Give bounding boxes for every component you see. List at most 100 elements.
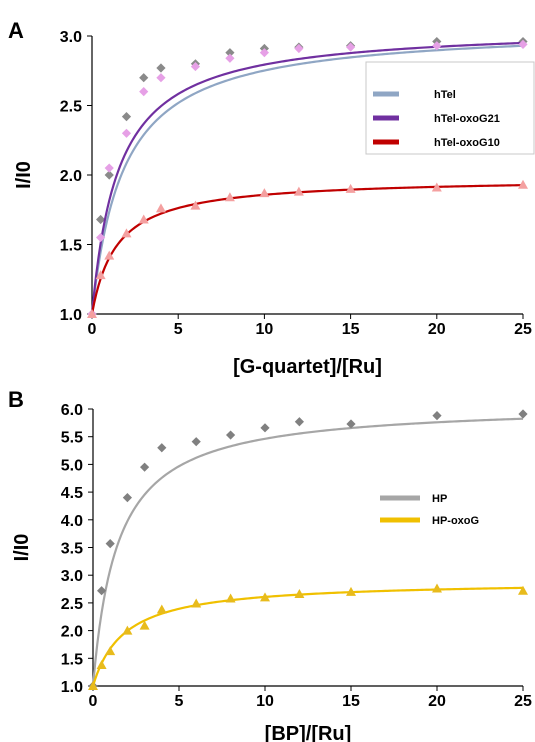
- panel-a-series-htel-oxog21-point: [156, 73, 166, 83]
- panel-a-series-htel-oxog21-point: [139, 87, 149, 97]
- panel-a-y-tick-label: 1.5: [60, 238, 82, 255]
- panel-b-series-hp-point: [122, 493, 132, 503]
- panel-b-legend-hp-label: HP: [432, 493, 447, 505]
- panel-b-y-tick-label: 2.0: [61, 624, 83, 641]
- panel-b-legend-hp-oxog-label: HP-oxoG: [432, 515, 479, 527]
- panel-b-y-tick-label: 1.0: [61, 679, 83, 696]
- panel-a-x-axis-title: [G-quartet]/[Ru]: [233, 356, 382, 378]
- panel-a-y-tick-label: 1.0: [60, 307, 82, 324]
- panel-b-series-hp-point: [226, 430, 236, 440]
- panel-b-series-hp-oxog-point: [88, 681, 98, 690]
- panel-a-legend-htel-oxog21-label: hTel-oxoG21: [434, 113, 500, 125]
- panel-b-x-tick-label: 0: [89, 693, 98, 710]
- panel-b-y-tick-label: 3.0: [61, 568, 83, 585]
- panel-b-series-hp-point: [97, 586, 107, 596]
- panel-a-series-htel-oxog10-point: [518, 179, 528, 189]
- panel-b-series-hp-point: [140, 462, 150, 472]
- panel-b-series-hp-point: [346, 419, 356, 429]
- panel-b-series-hp-point: [432, 411, 442, 421]
- panel-b-y-tick-label: 1.5: [61, 651, 83, 668]
- panel-a-series-htel-oxog21-point: [432, 41, 442, 51]
- panel-a-series-htel-point: [156, 63, 166, 73]
- panel-a-series-htel-oxog10-point: [155, 203, 166, 213]
- panel-a-series-htel-oxog10-point: [104, 250, 115, 260]
- panel-b-y-tick-label: 4.5: [61, 485, 83, 502]
- panel-b-series-hp-point: [260, 423, 270, 433]
- panel-b-x-tick-label: 10: [256, 693, 274, 710]
- panel-a-series-htel-oxog21-point: [96, 232, 106, 243]
- panel-a-series-htel-oxog21-point: [346, 42, 356, 52]
- panel-b-y-tick-label: 2.5: [61, 596, 83, 613]
- panel-b-series-hp-point: [294, 417, 304, 427]
- panel-b-x-axis-title: [BP]/[Ru]: [265, 723, 352, 742]
- panel-a-series-htel-oxog21-point: [259, 48, 269, 58]
- panel-b-series-hp-oxog-point: [96, 659, 107, 669]
- panel-a-x-tick-label: 15: [342, 321, 360, 338]
- panel-a-series-htel-oxog10-point: [121, 228, 132, 238]
- panel-b-series-hp-oxog-point: [346, 586, 356, 596]
- panel-b-series-hp-fit-line: [91, 417, 524, 687]
- panel-b-x-tick-label: 5: [175, 693, 184, 710]
- panel-a-series-htel-point: [121, 112, 132, 122]
- panel-a-series-htel-oxog10-fit-line: [90, 184, 524, 315]
- panel-b-series-hp-oxog-point: [260, 592, 270, 602]
- panel-b-series-hp-oxog-point: [122, 625, 133, 635]
- panel-b-x-tick-label: 15: [342, 693, 360, 710]
- panel-b-y-axis-title: I/I0: [11, 534, 33, 562]
- panel-a-series-htel-point: [139, 73, 149, 83]
- panel-a-x-tick-label: 10: [256, 321, 274, 338]
- panel-b-y-tick-label: 5.5: [61, 430, 83, 447]
- panel-a-legend: hTel hTel-oxoG21 hTel-oxoG10: [365, 61, 535, 155]
- panel-a-series-htel-point: [225, 48, 235, 58]
- panel-a-x-tick-label: 25: [514, 321, 532, 338]
- panel-a-series-htel-oxog21-point: [190, 61, 201, 72]
- panel-b-series-hp-oxog-fit-line: [91, 586, 524, 687]
- panel-b-series-hp-oxog-point: [294, 589, 305, 599]
- panel-b-series-hp-point: [518, 409, 528, 419]
- panel-a-series-htel-oxog10-point: [345, 183, 356, 193]
- panel-b-letter: B: [8, 387, 24, 412]
- panel-a-x-tick-label: 5: [174, 321, 183, 338]
- panel-a-series-htel-point: [104, 170, 114, 180]
- panel-b-series-hp-point: [157, 443, 167, 453]
- panel-a-legend-htel-oxog10-label: hTel-oxoG10: [434, 137, 500, 149]
- panel-b-y-tick-label: 6.0: [61, 402, 83, 419]
- panel-a-series-htel-oxog21-point: [225, 53, 235, 63]
- panel-a-series-htel-oxog21-point: [294, 43, 304, 54]
- panel-a-y-tick-label: 2.5: [60, 99, 82, 116]
- panel-b-series-hp-oxog-point: [139, 620, 150, 630]
- panel-a-series-htel-oxog10-point: [431, 182, 442, 192]
- panel-a-series-htel-oxog10-point: [138, 214, 149, 224]
- panel-b-chart: 0 5 10 15 20 25 1.0 1.5 2.0 2.5 3.0 3.5 4.0 4.5 5.0 5.5…: [11, 402, 532, 742]
- panel-b-series-hp-oxog-point: [518, 585, 528, 595]
- panel-a-series-htel-oxog10-point: [190, 200, 201, 210]
- panel-b-y-tick-label: 4.0: [61, 513, 83, 530]
- panel-b-series-hp-oxog-point: [156, 604, 167, 614]
- panel-a-y-tick-label: 2.0: [60, 168, 82, 185]
- panel-a-series-htel-oxog10-point: [224, 192, 235, 202]
- panel-a-legend-htel-label: hTel: [434, 89, 456, 101]
- panel-a-series-htel-oxog21-point: [518, 39, 528, 49]
- panel-a-series-htel-oxog10-point: [293, 186, 304, 196]
- panel-a-y-tick-label: 3.0: [60, 29, 82, 46]
- panel-a-series-htel-fit-line: [90, 44, 524, 315]
- panel-b-x-tick-label: 25: [514, 693, 532, 710]
- panel-a-series-htel-point: [96, 214, 106, 225]
- panel-b-series-hp-point: [105, 539, 115, 549]
- panel-b-series-hp-oxog-point: [432, 583, 442, 593]
- panel-b-series-hp-oxog-point: [105, 646, 116, 656]
- panel-a-x-tick-label: 0: [88, 321, 97, 338]
- panel-b-x-tick-label: 20: [428, 693, 446, 710]
- panel-a-y-axis-title: I/I0: [13, 161, 35, 189]
- panel-a-series-htel-oxog10-point: [95, 270, 106, 280]
- panel-b-series-hp-oxog-point: [191, 598, 202, 608]
- panel-b-legend: HP HP-oxoG: [380, 493, 479, 527]
- panel-a-chart: 0 5 10 15 20 25 1.0 1.5 2.0 2.5 3.0 [G-quartet]/[Ru…: [13, 29, 535, 378]
- panel-b-y-tick-label: 5.0: [61, 457, 83, 474]
- panel-a-series-htel-oxog21-point: [104, 163, 114, 173]
- panel-a-series-htel-oxog10-point: [259, 188, 270, 198]
- panel-b-series-hp-point: [191, 437, 201, 447]
- panel-b-series-hp-oxog-point: [225, 593, 236, 603]
- panel-a-legend-box: [365, 61, 535, 155]
